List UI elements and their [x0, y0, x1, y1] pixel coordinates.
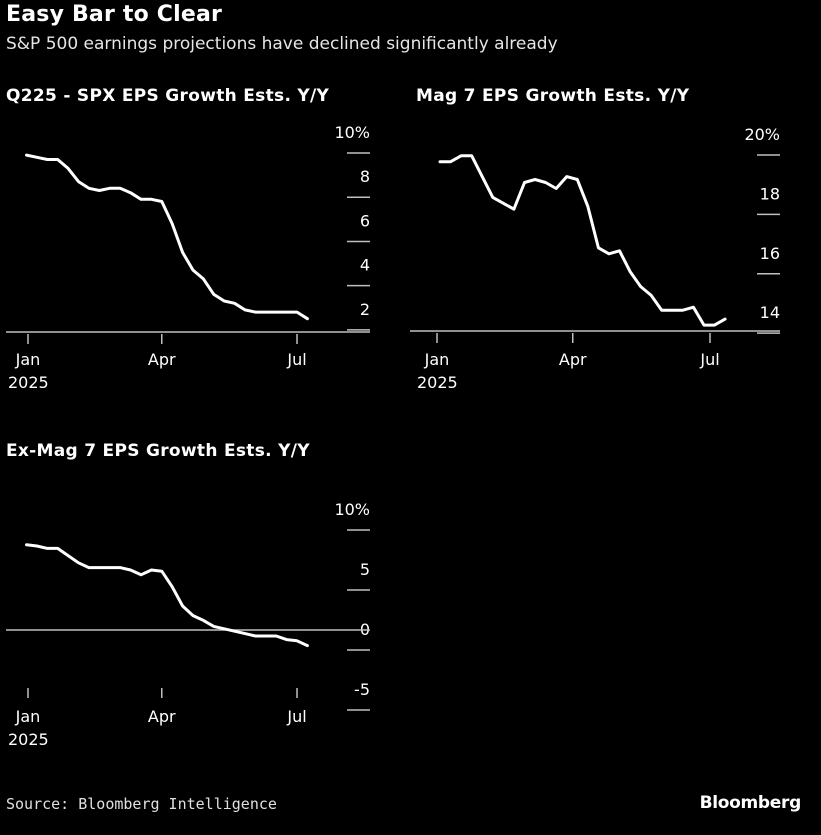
y-tick-label: -5: [354, 680, 370, 699]
x-tick-label: Jan: [424, 350, 450, 369]
series-line: [25, 153, 309, 321]
y-tick-label: 10%: [334, 123, 370, 142]
y-tick-label: 18: [760, 184, 780, 203]
chart-title-mag7: Mag 7 EPS Growth Ests. Y/Y: [416, 86, 690, 106]
y-tick-label: 16: [760, 244, 780, 263]
x-tick-sublabel: 2025: [8, 730, 49, 749]
y-tick-label: 2: [360, 300, 370, 319]
x-tick-label: Jan: [15, 707, 41, 726]
x-tick-label: Jul: [286, 707, 306, 726]
x-tick-label: Apr: [148, 350, 176, 369]
chart-spx: 10% 8 6 4 2 Jan 2025 Apr Jul: [6, 123, 370, 392]
page-title: Easy Bar to Clear: [6, 2, 223, 27]
series-line: [25, 543, 309, 648]
chart-mag7: 20% 18 16 14 Jan 2025 Apr Jul: [410, 125, 780, 392]
x-tick-label: Apr: [559, 350, 587, 369]
x-tick-label: Apr: [148, 707, 176, 726]
y-tick-label: 20%: [744, 125, 780, 144]
y-tick-label: 4: [360, 256, 370, 275]
y-tick-label: 14: [760, 303, 780, 322]
chart-title-exmag7: Ex-Mag 7 EPS Growth Ests. Y/Y: [6, 441, 310, 461]
series-line: [438, 154, 727, 327]
x-tick-label: Jan: [15, 350, 41, 369]
y-tick-label: 5: [360, 560, 370, 579]
chart-title-spx: Q225 - SPX EPS Growth Ests. Y/Y: [6, 86, 330, 106]
y-tick-label: 10%: [334, 500, 370, 519]
page-subtitle: S&P 500 earnings projections have declin…: [6, 34, 558, 54]
y-tick-label: 8: [360, 167, 370, 186]
x-tick-sublabel: 2025: [8, 373, 49, 392]
x-tick-sublabel: 2025: [417, 373, 458, 392]
source-note: Source: Bloomberg Intelligence: [6, 795, 277, 813]
y-tick-label: 6: [360, 211, 370, 230]
x-tick-label: Jul: [286, 350, 306, 369]
bloomberg-logo: Bloomberg: [699, 793, 802, 813]
x-tick-label: Jul: [699, 350, 719, 369]
